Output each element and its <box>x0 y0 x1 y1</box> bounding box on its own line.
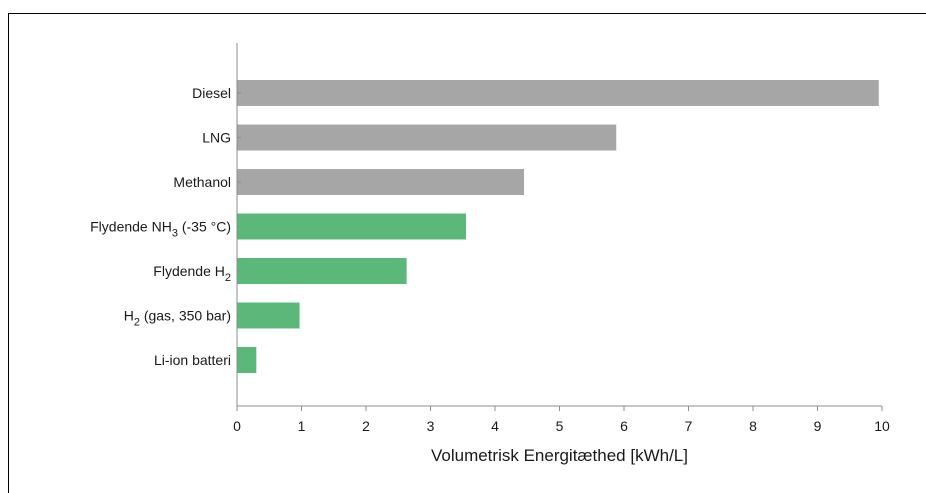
x-axis-title: Volumetrisk Energitæthed [kWh/L] <box>431 446 688 465</box>
category-label: LNG <box>202 130 231 146</box>
bar <box>237 302 300 329</box>
bar <box>237 80 879 106</box>
x-tick-label: 6 <box>620 418 628 434</box>
category-label: H2 (gas, 350 bar) <box>124 308 231 329</box>
bar <box>237 169 525 195</box>
x-tick-label: 7 <box>685 418 693 434</box>
bars-group <box>237 80 879 373</box>
bar-chart: Diesel LNG Methanol Flydende NH3 (-35 °C) Fl… <box>90 43 890 465</box>
x-tick-label: 0 <box>233 418 241 434</box>
x-ticks-group: 0 1 2 3 4 5 6 7 8 9 10 <box>233 406 890 434</box>
x-tick-label: 2 <box>362 418 370 434</box>
category-label: Diesel <box>192 85 231 101</box>
x-tick-label: 9 <box>814 418 822 434</box>
x-tick-label: 10 <box>874 418 890 434</box>
bar <box>237 213 466 240</box>
x-tick-label: 1 <box>298 418 306 434</box>
x-tick-label: 8 <box>749 418 757 434</box>
x-tick-label: 3 <box>427 418 435 434</box>
category-label: Li-ion batteri <box>154 352 231 368</box>
x-tick-label: 5 <box>556 418 564 434</box>
bar <box>237 258 407 284</box>
category-label: Methanol <box>173 174 231 190</box>
x-tick-label: 4 <box>491 418 499 434</box>
bar <box>237 347 257 373</box>
bar <box>237 124 617 151</box>
category-label: Flydende H2 <box>153 263 231 284</box>
chart-frame <box>8 13 926 493</box>
category-labels-group: Diesel LNG Methanol Flydende NH3 (-35 °C) Fl… <box>90 85 241 368</box>
category-label: Flydende NH3 (-35 °C) <box>90 219 231 240</box>
